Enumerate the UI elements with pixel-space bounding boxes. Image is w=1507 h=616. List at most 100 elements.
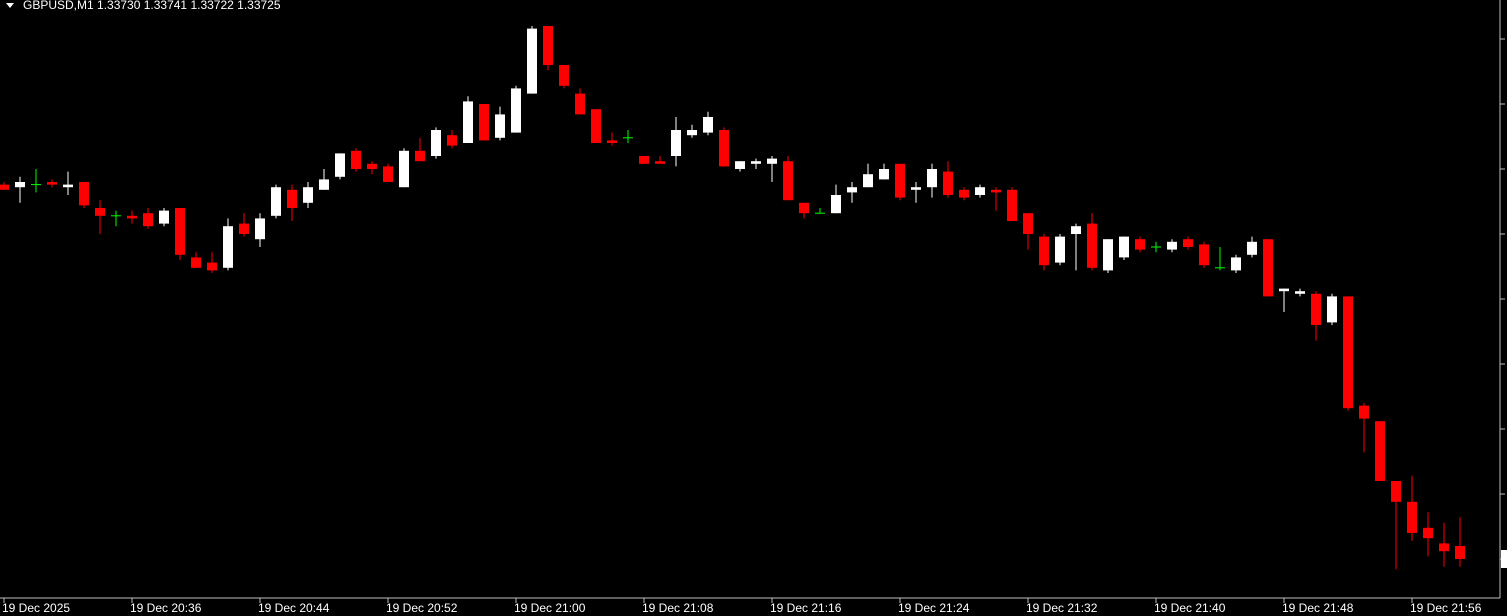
candle-body xyxy=(1439,543,1449,552)
candle-body xyxy=(655,161,665,164)
candle-body xyxy=(15,182,25,188)
candle-body xyxy=(1231,257,1241,271)
candle-body xyxy=(975,187,985,195)
candle-body xyxy=(991,189,1001,193)
candle-body xyxy=(607,140,617,143)
candle-body xyxy=(1263,239,1273,297)
candle-body xyxy=(1423,527,1433,539)
candle-body xyxy=(383,166,393,182)
candle-body xyxy=(351,150,361,169)
candle-body xyxy=(959,189,969,198)
candle-body xyxy=(767,158,777,164)
candle-body xyxy=(703,117,713,133)
candle-body xyxy=(863,174,873,188)
candle-body xyxy=(1375,421,1385,481)
candle-body xyxy=(1391,481,1401,502)
candle-body xyxy=(687,130,697,136)
candle-body xyxy=(175,208,185,255)
candle-body xyxy=(207,262,217,271)
current-price-marker xyxy=(1501,550,1507,568)
candle-body xyxy=(671,130,681,156)
x-tick-label: 19 Dec 21:24 xyxy=(898,601,970,615)
candle-body xyxy=(1167,241,1177,250)
candle-body xyxy=(447,135,457,146)
candle-body xyxy=(495,114,505,138)
candle-body xyxy=(1327,296,1337,323)
candle-body xyxy=(79,182,89,206)
candle-body xyxy=(1279,288,1289,292)
candle-body xyxy=(335,153,345,177)
candle-body xyxy=(0,184,9,190)
candle-body xyxy=(143,213,153,227)
candle-body xyxy=(1119,236,1129,258)
candle-body xyxy=(1087,223,1097,268)
candle-body xyxy=(159,210,169,224)
x-tick-label: 19 Dec 21:32 xyxy=(1026,601,1098,615)
candle-body xyxy=(799,202,809,214)
x-tick-label: 19 Dec 21:40 xyxy=(1154,601,1226,615)
candle-body xyxy=(639,156,649,164)
candle-body xyxy=(1183,239,1193,247)
candle-body xyxy=(1295,291,1305,294)
candle-body xyxy=(431,130,441,156)
x-tick-label: 19 Dec 21:00 xyxy=(514,601,586,615)
candle-body xyxy=(1311,293,1321,325)
candle-body xyxy=(223,226,233,268)
chart-title: GBPUSD,M1 1.33730 1.33741 1.33722 1.3372… xyxy=(23,0,281,12)
candle-body xyxy=(319,179,329,190)
candle-body xyxy=(95,208,105,216)
x-tick-label: 19 Dec 21:16 xyxy=(770,601,842,615)
x-tick-label: 19 Dec 20:44 xyxy=(258,601,330,615)
candle-body xyxy=(239,223,249,234)
candle-body xyxy=(879,169,889,180)
candle-body xyxy=(543,26,553,65)
candle-body xyxy=(1135,239,1145,250)
candle-body xyxy=(1007,189,1017,221)
x-tick-label: 19 Dec 2025 xyxy=(2,601,70,615)
candle-body xyxy=(399,150,409,188)
candle-body xyxy=(831,195,841,214)
candle-body xyxy=(943,171,953,195)
candle-body xyxy=(1359,405,1369,419)
candle-body xyxy=(591,109,601,143)
candle-body xyxy=(751,161,761,164)
x-tick-label: 19 Dec 20:36 xyxy=(130,601,202,615)
candle-body xyxy=(1407,501,1417,533)
candle-body xyxy=(895,163,905,198)
candle-body xyxy=(415,150,425,162)
candle-body xyxy=(1199,244,1209,266)
candle-body xyxy=(719,130,729,167)
candle-body xyxy=(303,187,313,203)
candle-body xyxy=(47,182,57,185)
candle-body xyxy=(63,184,73,188)
candle-body xyxy=(575,93,585,115)
candle-body xyxy=(255,218,265,240)
candle-body xyxy=(847,187,857,193)
candle-body xyxy=(271,187,281,216)
candle-body xyxy=(1455,546,1465,559)
candle-body xyxy=(911,187,921,190)
candle-body xyxy=(479,104,489,141)
candle-body xyxy=(1071,226,1081,234)
candle-body xyxy=(1039,236,1049,266)
candle-body xyxy=(1247,241,1257,255)
candle-body xyxy=(927,169,937,188)
candle-body xyxy=(527,28,537,94)
candle-body xyxy=(1023,213,1033,234)
candle-body xyxy=(367,163,377,169)
candle-body xyxy=(287,189,297,208)
x-tick-label: 19 Dec 21:48 xyxy=(1282,601,1354,615)
candle-body xyxy=(191,257,201,268)
x-tick-label: 19 Dec 20:52 xyxy=(386,601,458,615)
candle-body xyxy=(783,161,793,201)
candle-body xyxy=(1103,239,1113,271)
candle-body xyxy=(1055,236,1065,263)
collapse-arrow[interactable] xyxy=(6,3,14,8)
candle-body xyxy=(735,161,745,169)
candle-body xyxy=(127,215,137,219)
x-tick-label: 19 Dec 21:56 xyxy=(1410,601,1482,615)
candle-body xyxy=(511,88,521,133)
